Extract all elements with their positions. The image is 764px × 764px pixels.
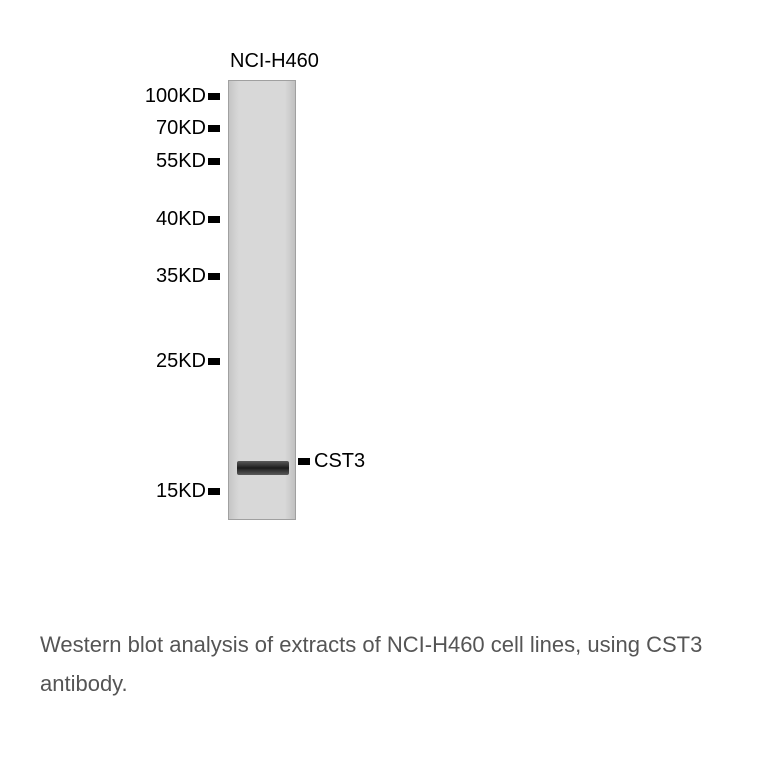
mw-marker-40kd: 40KD — [156, 208, 220, 231]
band-label-cst3: CST3 — [298, 450, 365, 473]
band-label-text: CST3 — [314, 450, 365, 473]
protein-band — [237, 461, 289, 475]
mw-marker-70kd: 70KD — [156, 117, 220, 140]
mw-marker-label: 25KD — [156, 350, 206, 373]
mw-marker-55kd: 55KD — [156, 150, 220, 173]
mw-marker-label: 70KD — [156, 117, 206, 140]
mw-marker-label: 15KD — [156, 480, 206, 503]
mw-marker-100kd: 100KD — [145, 85, 220, 108]
mw-marker-label: 100KD — [145, 85, 206, 108]
mw-marker-tick — [208, 358, 220, 365]
band-label-tick — [298, 458, 310, 465]
mw-marker-label: 40KD — [156, 208, 206, 231]
mw-marker-tick — [208, 488, 220, 495]
mw-marker-label: 55KD — [156, 150, 206, 173]
mw-marker-tick — [208, 216, 220, 223]
mw-marker-tick — [208, 158, 220, 165]
mw-marker-tick — [208, 93, 220, 100]
mw-marker-25kd: 25KD — [156, 350, 220, 373]
mw-marker-tick — [208, 273, 220, 280]
mw-marker-label: 35KD — [156, 265, 206, 288]
blot-lane — [228, 80, 296, 520]
figure-caption: Western blot analysis of extracts of NCI… — [40, 625, 724, 704]
mw-marker-35kd: 35KD — [156, 265, 220, 288]
sample-label: NCI-H460 — [230, 50, 319, 73]
mw-marker-15kd: 15KD — [156, 480, 220, 503]
western-blot-figure: NCI-H460 100KD 70KD 55KD 40KD 35KD 25KD … — [100, 50, 500, 550]
mw-marker-tick — [208, 125, 220, 132]
